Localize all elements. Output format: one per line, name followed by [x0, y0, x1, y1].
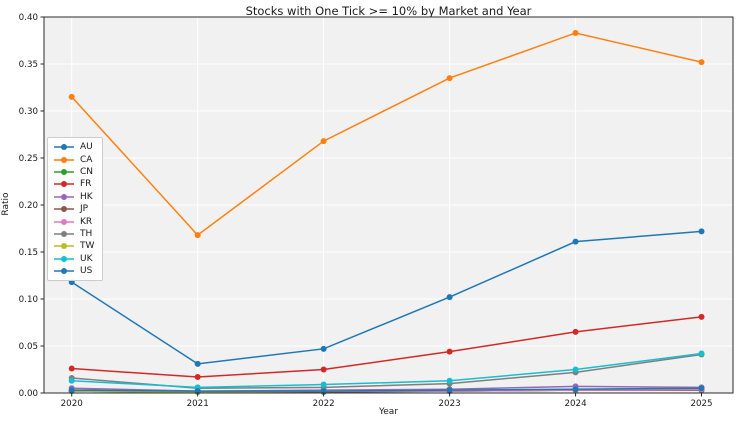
series-point-UK — [320, 381, 327, 388]
legend-item-FR: FR — [53, 178, 94, 190]
x-tick-label: 2024 — [564, 399, 587, 409]
series-point-FR — [68, 365, 75, 372]
series-line-CA — [71, 32, 702, 237]
legend-marker-CN — [54, 168, 74, 175]
legend-label-AU: AU — [80, 142, 93, 153]
y-tick-label: 0.05 — [19, 342, 38, 352]
legend-label-FR: FR — [80, 179, 92, 190]
series-point-FR — [698, 313, 705, 320]
series-point-US — [698, 385, 705, 392]
series-point-US — [572, 386, 579, 393]
series-point-FR — [572, 328, 579, 335]
legend-label-CN: CN — [80, 166, 94, 177]
legend-marker-UK — [54, 255, 74, 262]
legend-label-TH: TH — [80, 228, 93, 239]
series-point-CA — [320, 138, 327, 145]
legend-label-TW: TW — [80, 241, 95, 252]
legend-item-HK: HK — [53, 191, 94, 203]
legend-item-UK: UK — [53, 253, 94, 265]
legend-label-JP: JP — [80, 204, 89, 215]
legend-item-CA: CA — [53, 153, 94, 165]
legend-marker-HK — [54, 193, 74, 200]
legend-marker-TW — [54, 243, 74, 250]
legend-item-TW: TW — [53, 240, 94, 252]
series-point-AU — [194, 360, 201, 367]
legend-item-US: US — [53, 265, 94, 277]
y-tick-label: 0.25 — [19, 154, 38, 164]
series-point-CA — [194, 232, 201, 239]
legend: AU CA CN FR HK JP KR TH TW UK US — [47, 137, 104, 282]
x-tick-label: 2020 — [61, 399, 83, 409]
legend-marker-US — [54, 268, 74, 275]
series-point-US — [446, 387, 453, 394]
series-point-UK — [68, 377, 75, 384]
series-point-CA — [698, 59, 705, 66]
y-tick-label: 0.40 — [19, 13, 38, 23]
legend-item-AU: AU — [53, 141, 94, 153]
legend-label-UK: UK — [80, 253, 93, 264]
series-line-FR — [71, 316, 702, 378]
legend-item-JP: JP — [53, 203, 94, 215]
x-tick-label: 2025 — [690, 399, 712, 409]
series-point-UK — [446, 377, 453, 384]
legend-marker-JP — [54, 206, 74, 213]
legend-item-TH: TH — [53, 228, 94, 240]
y-tick-label: 0.20 — [19, 201, 38, 211]
series-line-AU — [71, 230, 702, 365]
series-point-CA — [572, 29, 579, 36]
y-tick-label: 0.35 — [19, 60, 38, 70]
legend-label-HK: HK — [80, 191, 93, 202]
series-point-FR — [194, 374, 201, 381]
series-point-AU — [572, 238, 579, 245]
y-tick-label: 0.30 — [19, 107, 38, 117]
series-line-UK — [71, 352, 702, 389]
legend-item-KR: KR — [53, 215, 94, 227]
series-point-UK — [698, 350, 705, 357]
legend-marker-KR — [54, 218, 74, 225]
series-point-CA — [446, 75, 453, 82]
legend-marker-AU — [54, 144, 74, 151]
legend-marker-FR — [54, 181, 74, 188]
x-axis-label: Year — [378, 407, 399, 417]
legend-item-CN: CN — [53, 166, 94, 178]
y-tick-label: 0.15 — [19, 248, 38, 258]
series-point-CA — [68, 93, 75, 100]
x-tick-label: 2023 — [439, 399, 461, 409]
x-tick-label: 2021 — [187, 399, 209, 409]
legend-label-CA: CA — [80, 154, 93, 165]
x-tick-label: 2022 — [313, 399, 335, 409]
series-point-FR — [320, 366, 327, 373]
series-point-AU — [698, 228, 705, 235]
series-point-UK — [572, 366, 579, 373]
series-point-US — [68, 387, 75, 394]
y-tick-label: 0.10 — [19, 295, 38, 305]
series-point-AU — [320, 345, 327, 352]
legend-label-KR: KR — [80, 216, 93, 227]
series-line-US — [71, 387, 702, 392]
chart-title: Stocks with One Tick >= 10% by Market an… — [245, 4, 532, 18]
legend-label-US: US — [80, 266, 93, 277]
legend-marker-CA — [54, 156, 74, 163]
y-tick-label: 0.00 — [19, 389, 38, 399]
series-point-FR — [446, 348, 453, 355]
y-axis-label: Ratio — [1, 192, 11, 216]
legend-marker-TH — [54, 230, 74, 237]
series-point-AU — [446, 294, 453, 301]
